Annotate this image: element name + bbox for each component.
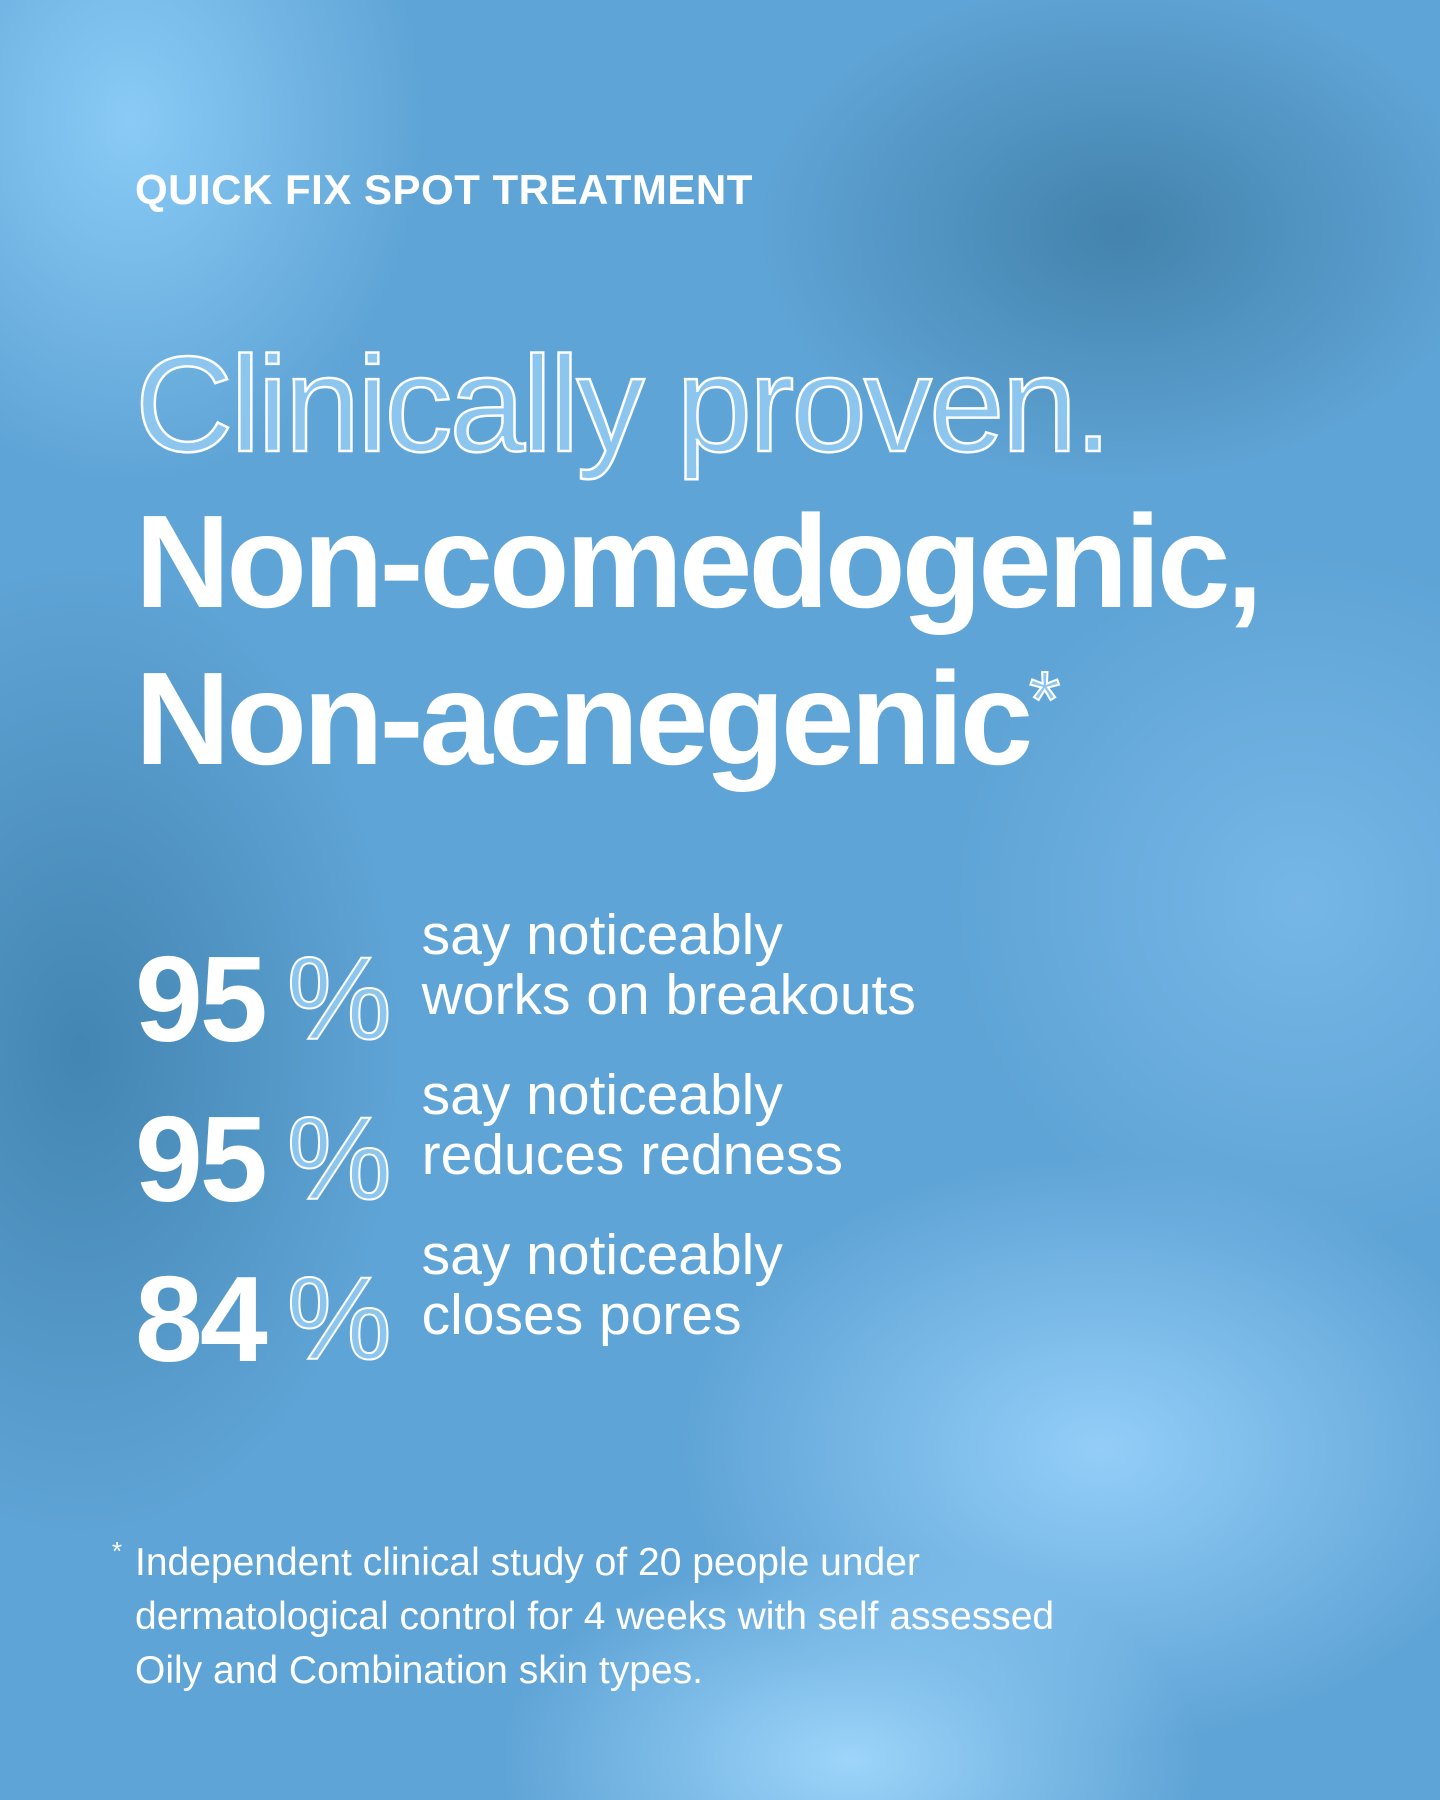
stat-unit: % [286, 1253, 393, 1385]
eyebrow-title: QUICK FIX SPOT TREATMENT [135, 166, 753, 213]
footnote-text: Independent clinical study of 20 people … [135, 1536, 1054, 1698]
stat-description-line: say noticeably [421, 1063, 783, 1127]
stat-description-line: closes pores [421, 1283, 742, 1347]
headline: Clinically proven. Non-comedogenic, Non-… [134, 326, 1263, 797]
footnote-line: dermatological control for 4 weeks with … [135, 1595, 1055, 1638]
footnote: * Independent clinical study of 20 peopl… [112, 1536, 1054, 1698]
stat-row: 95 % say noticeably reduces redness [135, 1065, 916, 1225]
footnote-line: Oily and Combination skin types. [135, 1649, 703, 1692]
stat-unit: % [286, 1093, 393, 1225]
stat-description-line: reduces redness [421, 1123, 844, 1187]
stat-unit: % [286, 933, 393, 1065]
stat-value: 84 [135, 1251, 268, 1387]
stat-value: 95 [135, 931, 268, 1067]
stat-description: say noticeably reduces redness [422, 1065, 843, 1185]
stat-row: 84 % say noticeably closes pores [135, 1225, 916, 1385]
footnote-line: Independent clinical study of 20 people … [135, 1541, 920, 1584]
headline-line-2-text: Non-acnegenic [135, 645, 1033, 792]
stat-row: 95 % say noticeably works on breakouts [135, 905, 916, 1065]
stat-description-line: works on breakouts [421, 963, 916, 1027]
headline-outline: Clinically proven. [134, 327, 1113, 482]
headline-line-1: Non-comedogenic, [135, 488, 1263, 635]
stat-value: 95 [135, 1091, 268, 1227]
stat-description: say noticeably closes pores [422, 1225, 783, 1345]
asterisk-mark: * [1028, 655, 1061, 744]
stat-description: say noticeably works on breakouts [422, 905, 916, 1025]
headline-line-2: Non-acnegenic* [135, 640, 1259, 797]
stat-description-line: say noticeably [421, 1223, 783, 1287]
stat-description-line: say noticeably [421, 903, 783, 967]
stats-list: 95 % say noticeably works on breakouts 9… [135, 905, 916, 1385]
footnote-marker: * [112, 1536, 123, 1566]
